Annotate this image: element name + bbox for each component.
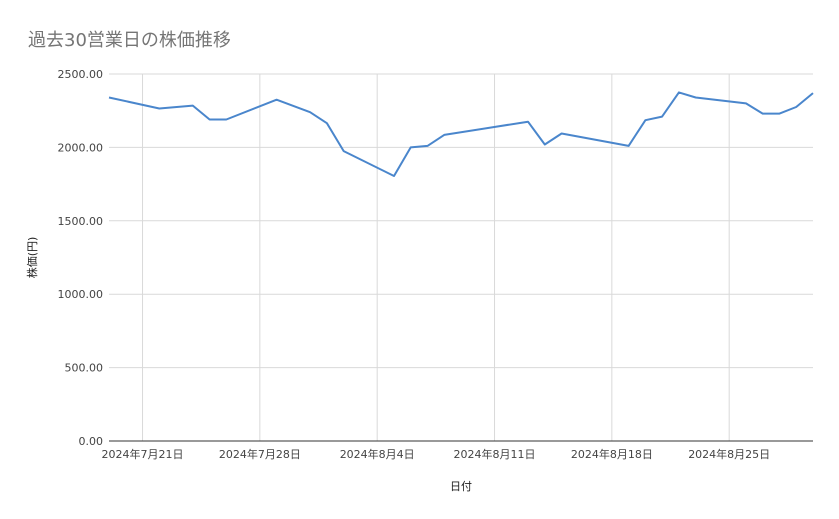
- y-tick-label: 500.00: [65, 362, 104, 375]
- y-tick-label: 2500.00: [58, 68, 104, 81]
- y-tick-label: 2000.00: [58, 141, 104, 154]
- y-tick-label: 0.00: [79, 435, 104, 448]
- y-tick-label: 1500.00: [58, 215, 104, 228]
- chart-title: 過去30営業日の株価推移: [28, 30, 231, 51]
- x-tick-label: 2024年8月18日: [571, 447, 653, 461]
- y-axis-title: 株価(円): [25, 237, 39, 279]
- x-tick-label: 2024年7月21日: [102, 447, 184, 461]
- series-line: [108, 91, 814, 177]
- x-tick-label: 2024年7月28日: [219, 447, 301, 461]
- x-tick-label: 2024年8月4日: [340, 447, 415, 461]
- x-tick-label: 2024年8月25日: [688, 447, 770, 461]
- x-axis-title: 日付: [450, 480, 472, 493]
- y-tick-label: 1000.00: [58, 288, 104, 301]
- x-tick-label: 2024年8月11日: [454, 447, 536, 461]
